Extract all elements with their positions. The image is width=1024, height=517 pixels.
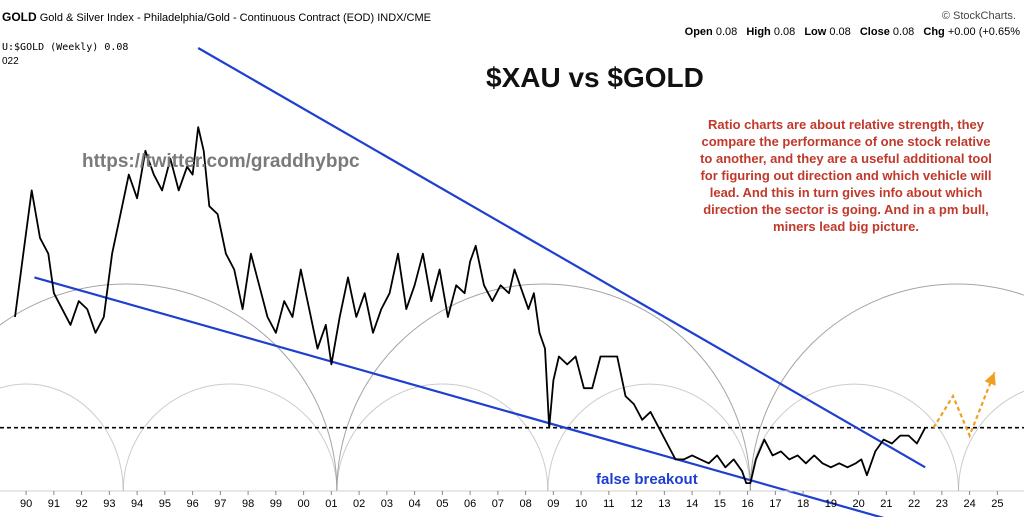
x-tick-label: 19 xyxy=(825,498,837,510)
x-tick-label: 00 xyxy=(297,498,309,510)
trendlines xyxy=(34,47,926,517)
x-tick-label: 93 xyxy=(103,498,115,510)
x-tick-label: 25 xyxy=(991,498,1003,510)
x-tick-label: 12 xyxy=(630,498,642,510)
x-tick-label: 99 xyxy=(270,498,282,510)
cycle-arc xyxy=(336,383,549,492)
x-tick-label: 05 xyxy=(436,498,448,510)
cycle-arc xyxy=(958,390,1024,492)
x-tick-label: 18 xyxy=(797,498,809,510)
close-label: Close xyxy=(859,26,890,38)
description-label: Gold & Silver Index - Philadelphia/Gold … xyxy=(39,12,432,24)
projection-arrow-path xyxy=(932,371,996,439)
x-tick-label: 20 xyxy=(852,498,864,510)
chg-label: Chg xyxy=(923,26,945,38)
cycle-arc xyxy=(749,284,1024,492)
low-label: Low xyxy=(804,26,827,38)
x-tick-label: 23 xyxy=(936,498,948,510)
cycle-arc xyxy=(0,283,338,492)
x-tick-label: 15 xyxy=(714,498,726,510)
x-tick-label: 16 xyxy=(741,498,753,510)
trendline xyxy=(197,47,926,469)
watermark-handle: https://twitter.com/graddhybpc xyxy=(82,151,360,172)
brand-label: © StockCharts. xyxy=(941,10,1016,22)
x-tick-label: 09 xyxy=(547,498,559,510)
projection-arrowhead xyxy=(984,372,996,386)
x-tick-label: 17 xyxy=(769,498,781,510)
x-tick-label: 07 xyxy=(492,498,504,510)
quote-strip: Open 0.08 High 0.08 Low 0.08 Close 0.08 … xyxy=(679,26,1020,38)
x-tick-label: 24 xyxy=(963,498,975,510)
open-value: 0.08 xyxy=(715,26,738,38)
x-tick-label: 11 xyxy=(603,498,614,510)
x-axis-ticks: 90 91 92 93 94 95 96 97 98 99 00 01 02 03 04 05 06 07 08 09… xyxy=(20,491,1003,510)
x-tick-label: 96 xyxy=(186,498,198,510)
x-tick-label: 92 xyxy=(75,498,87,510)
x-tick-label: 94 xyxy=(131,498,143,510)
trendline xyxy=(34,276,885,517)
x-tick-label: 06 xyxy=(464,498,476,510)
price-series-line xyxy=(14,126,926,485)
x-tick-label: 10 xyxy=(575,498,587,510)
x-tick-label: 22 xyxy=(908,498,920,510)
x-tick-label: 01 xyxy=(325,498,337,510)
x-tick-label: 13 xyxy=(658,498,670,510)
x-tick-label: 03 xyxy=(381,498,393,510)
x-tick-label: 97 xyxy=(214,498,226,510)
symbol-label: GOLD xyxy=(2,10,37,24)
x-tick-label: 90 xyxy=(20,498,32,510)
chart-header: GOLD Gold & Silver Index - Philadelphia/… xyxy=(2,10,431,24)
x-tick-label: 04 xyxy=(408,498,420,510)
close-value: 0.08 xyxy=(892,26,915,38)
x-tick-label: 95 xyxy=(159,498,171,510)
high-label: High xyxy=(746,26,771,38)
cycle-arc xyxy=(0,383,124,492)
open-label: Open xyxy=(684,26,713,38)
series-legend: U:$GOLD (Weekly) 0.08 xyxy=(2,42,129,53)
cycle-arc xyxy=(122,383,338,492)
x-tick-label: 14 xyxy=(686,498,698,510)
cycle-arc xyxy=(749,383,959,492)
cycle-arcs xyxy=(0,283,1024,492)
x-tick-label: 02 xyxy=(353,498,365,510)
chg-value: +0.00 (+0.65% xyxy=(947,26,1020,38)
annotation-note: Ratio charts are about relative strength… xyxy=(700,117,992,234)
low-value: 0.08 xyxy=(829,26,851,38)
x-tick-label: 98 xyxy=(242,498,254,510)
date-fragment: 022 xyxy=(2,56,19,67)
x-tick-label: 08 xyxy=(519,498,531,510)
x-tick-label: 21 xyxy=(880,498,892,510)
high-value: 0.08 xyxy=(773,26,796,38)
false-breakout-label: false breakout xyxy=(596,471,698,488)
x-tick-label: 91 xyxy=(48,498,60,510)
cycle-arc xyxy=(547,383,751,492)
chart-title: $XAU vs $GOLD xyxy=(486,62,704,93)
